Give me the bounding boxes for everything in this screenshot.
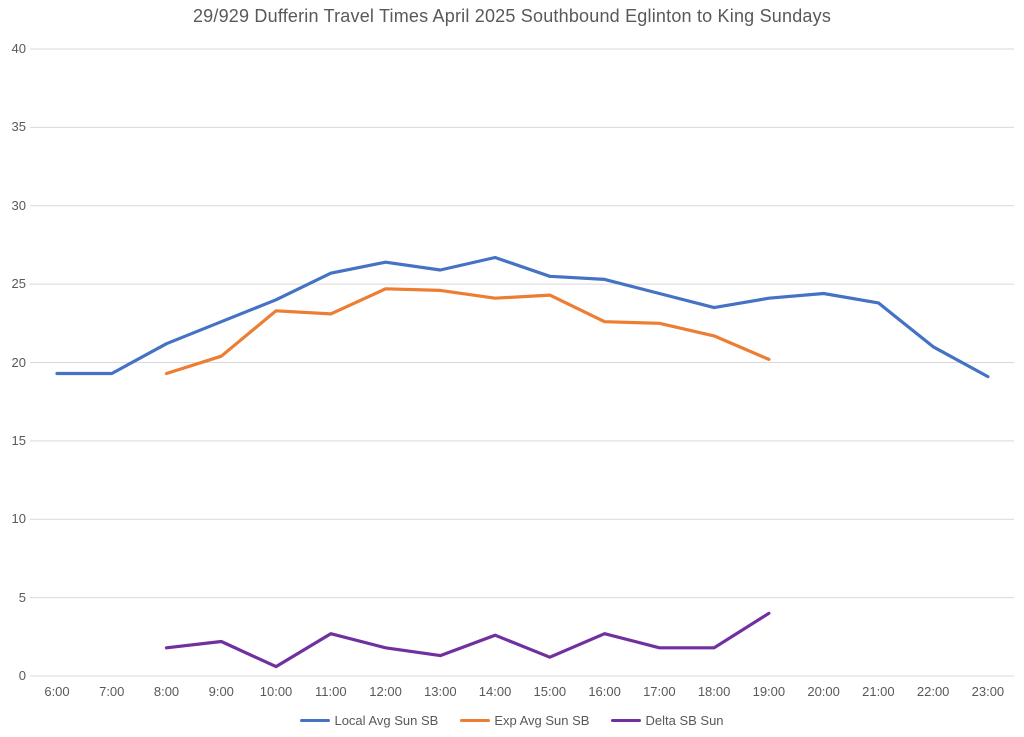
legend-label: Local Avg Sun SB <box>334 713 439 728</box>
x-axis-tick: 13:00 <box>424 684 457 699</box>
y-axis-tick: 15 <box>11 432 26 448</box>
legend-label: Exp Avg Sun SB <box>494 713 590 728</box>
series-line-delta-sb-sun <box>164 611 771 669</box>
y-axis-tick: 5 <box>18 589 26 605</box>
y-axis-tick: 30 <box>11 197 26 213</box>
x-axis-tick: 15:00 <box>533 684 567 699</box>
y-axis-tick: 0 <box>18 668 26 683</box>
y-axis-tick: 20 <box>11 354 26 370</box>
x-axis-tick: 21:00 <box>862 684 895 699</box>
legend-line-swatch <box>611 718 642 723</box>
legend-item-delta-sb-sun: Delta SB Sun <box>611 713 724 728</box>
y-axis-tick: 40 <box>11 41 26 56</box>
x-axis-tick: 23:00 <box>971 684 1005 699</box>
x-axis-tick: 18:00 <box>697 684 731 699</box>
chart-title: 29/929 Dufferin Travel Times April 2025 … <box>192 6 832 26</box>
series-line-exp-avg-sun-sb <box>164 287 771 376</box>
x-axis-tick: 7:00 <box>99 684 125 699</box>
legend-item-local-avg-sun-sb: Local Avg Sun SB <box>300 713 438 728</box>
x-axis-tick: 8:00 <box>153 684 180 699</box>
x-axis-tick: 22:00 <box>916 684 950 699</box>
x-axis-tick: 11:00 <box>315 684 347 699</box>
x-axis-tick: 16:00 <box>588 684 621 699</box>
x-axis-tick: 14:00 <box>478 684 512 699</box>
y-axis-tick: 10 <box>11 511 26 527</box>
x-axis-tick: 10:00 <box>259 684 293 699</box>
y-axis-tick: 25 <box>11 276 26 292</box>
y-axis-tick: 35 <box>11 119 26 135</box>
legend-line-swatch <box>300 718 331 723</box>
x-axis-tick: 20:00 <box>807 684 840 699</box>
x-axis-tick: 17:00 <box>643 684 676 699</box>
x-axis-tick: 19:00 <box>752 684 786 699</box>
x-axis-tick: 12:00 <box>369 684 402 699</box>
legend-item-exp-avg-sun-sb: Exp Avg Sun SB <box>460 713 589 728</box>
x-axis-tick: 9:00 <box>208 684 234 699</box>
legend: Local Avg Sun SB Exp Avg Sun SB Delta SB S… <box>0 713 1024 728</box>
x-axis-tick: 6:00 <box>44 684 70 699</box>
legend-label: Delta SB Sun <box>645 713 724 728</box>
legend-line-swatch <box>460 718 491 723</box>
series-line-local-avg-sun-sb <box>55 255 990 379</box>
